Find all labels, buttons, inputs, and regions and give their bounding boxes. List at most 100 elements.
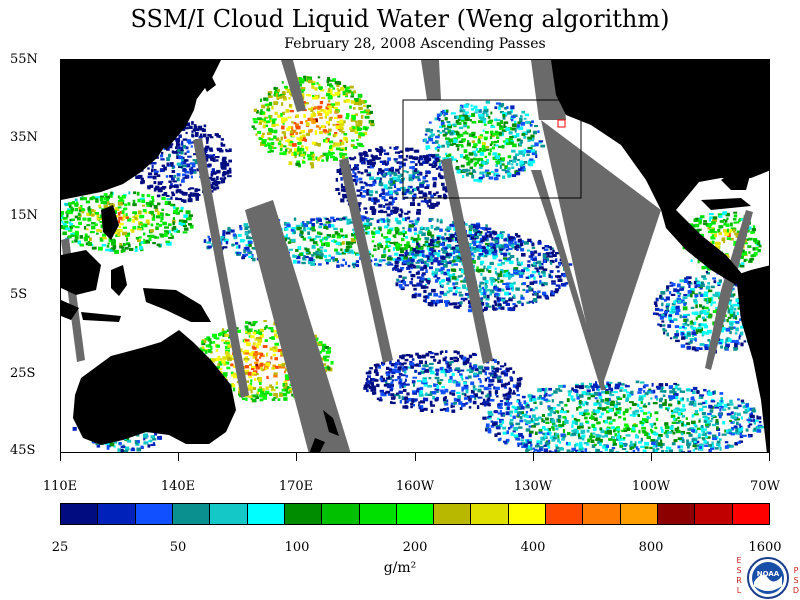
cloud-water-speck <box>375 366 378 369</box>
cloud-water-speck <box>292 143 297 147</box>
cloud-water-speck <box>693 403 697 407</box>
cloud-water-speck <box>284 228 289 231</box>
cloud-water-speck <box>551 280 556 283</box>
cloud-water-speck <box>401 385 405 389</box>
cloud-water-speck <box>455 281 458 284</box>
cloud-water-speck <box>387 375 391 379</box>
cloud-water-speck <box>533 276 536 280</box>
cloud-water-speck <box>157 190 162 193</box>
cloud-water-speck <box>334 156 337 159</box>
cloud-water-speck <box>405 354 411 357</box>
cloud-water-speck <box>640 381 645 384</box>
cloud-water-speck <box>448 287 454 290</box>
cloud-water-speck <box>84 235 90 239</box>
cloud-water-speck <box>223 238 229 243</box>
cloud-water-speck <box>408 270 412 274</box>
cloud-water-speck <box>520 439 524 442</box>
cloud-water-speck <box>341 251 346 255</box>
cloud-water-speck <box>222 230 226 234</box>
cloud-water-speck <box>180 149 184 152</box>
cloud-water-speck <box>303 113 306 118</box>
cloud-water-speck <box>467 309 473 313</box>
cloud-water-speck <box>590 439 595 443</box>
cloud-water-speck <box>176 230 180 233</box>
cloud-water-speck <box>119 242 123 247</box>
cloud-water-speck <box>509 255 515 258</box>
cloud-water-speck <box>333 227 338 231</box>
cloud-water-speck <box>289 148 292 153</box>
cloud-water-speck <box>119 245 123 249</box>
cloud-water-speck <box>597 441 600 444</box>
cloud-water-speck <box>277 88 280 92</box>
cloud-water-speck <box>595 402 601 405</box>
cloud-water-speck <box>191 121 194 125</box>
cloud-water-speck <box>541 270 546 274</box>
cloud-water-speck <box>458 291 462 294</box>
cloud-water-speck <box>564 403 568 407</box>
cloud-water-speck <box>454 359 460 362</box>
cloud-water-speck <box>669 426 674 430</box>
cloud-water-speck <box>541 414 545 417</box>
cloud-water-speck <box>447 238 452 243</box>
cloud-water-speck <box>525 449 529 452</box>
cloud-water-speck <box>631 446 635 449</box>
cloud-water-speck <box>369 121 374 126</box>
cloud-water-speck <box>523 443 528 447</box>
cloud-water-speck <box>578 436 583 440</box>
cloud-water-speck <box>330 144 334 148</box>
cloud-water-speck <box>400 267 404 271</box>
cloud-water-speck <box>738 423 742 427</box>
cloud-water-speck <box>317 105 323 109</box>
cloud-water-speck <box>151 164 154 169</box>
cloud-water-speck <box>259 398 264 402</box>
cloud-water-speck <box>414 292 417 295</box>
cloud-water-speck <box>169 162 174 165</box>
cloud-water-speck <box>612 443 617 446</box>
cloud-water-speck <box>317 231 321 235</box>
cloud-water-speck <box>171 170 176 173</box>
cloud-water-speck <box>611 426 615 430</box>
cloud-water-speck <box>402 405 406 409</box>
cloud-water-speck <box>653 389 656 394</box>
cloud-water-speck <box>475 248 480 252</box>
cloud-water-speck <box>232 233 236 237</box>
cloud-water-speck <box>144 211 147 214</box>
cloud-water-speck <box>629 414 633 417</box>
cloud-water-speck <box>248 352 254 356</box>
cloud-water-speck <box>510 244 515 248</box>
cloud-water-speck <box>100 200 106 204</box>
cloud-water-speck <box>533 290 537 293</box>
cloud-water-speck <box>707 412 712 416</box>
cloud-water-speck <box>322 355 327 360</box>
cloud-water-speck <box>565 441 568 445</box>
cloud-water-speck <box>470 394 475 398</box>
cloud-water-speck <box>699 394 705 397</box>
cloud-water-speck <box>306 154 311 158</box>
cloud-water-speck <box>255 358 259 362</box>
cloud-water-speck <box>144 223 148 228</box>
cloud-water-speck <box>510 236 515 239</box>
cloud-water-speck <box>747 419 753 422</box>
cloud-water-speck <box>306 220 310 225</box>
cloud-water-speck <box>593 402 598 406</box>
cloud-water-speck <box>558 423 562 427</box>
cloud-water-speck <box>532 299 535 304</box>
cloud-water-speck <box>445 303 449 307</box>
cloud-water-speck <box>606 444 609 448</box>
cloud-water-speck <box>86 228 89 231</box>
cloud-water-speck <box>485 303 490 307</box>
cloud-water-speck <box>412 404 415 407</box>
cloud-water-speck <box>257 329 260 332</box>
cloud-water-speck <box>430 255 433 259</box>
cloud-water-speck <box>428 292 432 295</box>
cloud-water-speck <box>398 381 402 385</box>
cloud-water-speck <box>133 216 138 221</box>
cloud-water-speck <box>485 224 488 228</box>
cloud-water-speck <box>632 410 636 415</box>
cloud-water-speck <box>168 236 173 239</box>
cloud-water-speck <box>298 77 302 81</box>
cloud-water-speck <box>243 249 246 254</box>
cloud-water-speck <box>248 328 253 332</box>
cloud-water-speck <box>430 234 435 238</box>
cloud-water-speck <box>355 260 360 264</box>
